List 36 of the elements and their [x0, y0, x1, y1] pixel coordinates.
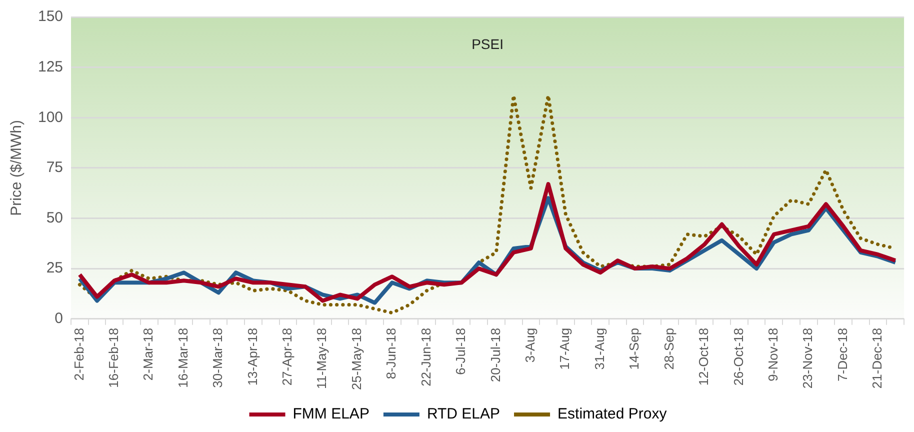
y-tick-label: 75 [46, 159, 64, 176]
x-tick-label: 16-Mar-18 [175, 328, 190, 388]
x-tick-label: 20-Jul-18 [488, 328, 503, 382]
x-tick-label: 23-Nov-18 [800, 328, 816, 389]
text: PSEI [472, 36, 504, 52]
x-tick-label: 31-Aug [592, 328, 607, 370]
y-tick-label: 125 [38, 58, 64, 76]
x-tick-label: 26-Oct-18 [730, 328, 746, 386]
y-tick-label: 0 [54, 310, 64, 328]
x-tick-label: 16-Feb-18 [106, 328, 121, 388]
x-tick-label: 2-Mar-18 [140, 328, 156, 381]
x-tick-label: 7-Dec-18 [834, 328, 850, 382]
x-tick-label: 2-Feb-18 [71, 328, 86, 381]
legend-label: Estimated Proxy [558, 406, 668, 423]
x-tick-label: 28-Sep [661, 328, 676, 370]
x-tick-label: 9-Nov-18 [765, 328, 780, 382]
x-tick-label: 25-May-18 [348, 328, 364, 390]
legend-label: RTD ELAP [426, 406, 500, 423]
legend-label: FMM ELAP [292, 406, 370, 423]
x-tick-label: 6-Jul-18 [453, 328, 468, 375]
x-tick-label: 8-Jun-18 [384, 328, 399, 380]
x-tick-label: 27-Apr-18 [280, 328, 295, 386]
x-tick-label: 12-Oct-18 [696, 328, 712, 386]
x-tick-label: 22-Jun-18 [418, 328, 434, 386]
x-tick-label: 21-Dec-18 [870, 328, 885, 389]
x-tick-label: 17-Aug [557, 328, 572, 370]
x-tick-label: 30-Mar-18 [210, 328, 226, 388]
y-tick-label: 50 [46, 209, 64, 226]
y-axis-title: Price ($/MWh) [8, 120, 26, 216]
x-tick-label: 11-May-18 [314, 328, 330, 390]
x-tick-label: 3-Aug [522, 328, 538, 363]
y-tick-label: 100 [38, 108, 64, 126]
y-tick-label: 150 [38, 8, 64, 26]
x-tick-label: 13-Apr-18 [244, 328, 260, 386]
x-tick-label: 14-Sep [626, 328, 642, 370]
y-tick-label: 25 [46, 260, 64, 277]
